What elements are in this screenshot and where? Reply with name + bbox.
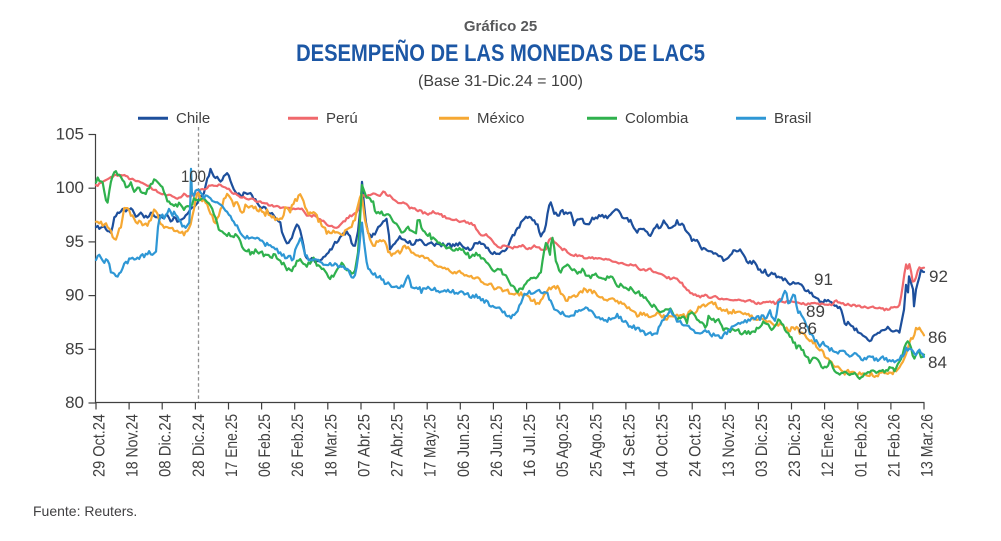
svg-text:17 Ene.25: 17 Ene.25: [222, 414, 241, 477]
svg-text:01 Feb.26: 01 Feb.26: [851, 414, 870, 477]
svg-text:27 Abr.25: 27 Abr.25: [388, 414, 407, 477]
svg-text:14 Set.25: 14 Set.25: [619, 414, 638, 477]
svg-text:04 Oct.25: 04 Oct.25: [653, 414, 672, 477]
svg-text:21 Feb.26: 21 Feb.26: [884, 414, 903, 477]
svg-text:08 Dic.24: 08 Dic.24: [156, 414, 175, 477]
svg-text:17 May.25: 17 May.25: [421, 414, 440, 477]
svg-text:16 Jul.25: 16 Jul.25: [520, 414, 539, 477]
svg-text:24 Oct.25: 24 Oct.25: [686, 414, 705, 477]
svg-text:13 Nov.25: 13 Nov.25: [719, 414, 738, 477]
svg-text:84: 84: [928, 353, 947, 372]
svg-text:89: 89: [806, 302, 825, 321]
svg-text:18 Nov.24: 18 Nov.24: [123, 414, 142, 477]
svg-text:México: México: [477, 110, 525, 127]
svg-text:95: 95: [65, 232, 84, 251]
svg-text:03 Dic.25: 03 Dic.25: [752, 414, 771, 477]
svg-text:26 Jun.25: 26 Jun.25: [487, 414, 506, 477]
svg-text:105: 105: [56, 125, 84, 144]
svg-text:07 Abr.25: 07 Abr.25: [355, 414, 374, 477]
svg-text:28 Dic.24: 28 Dic.24: [189, 414, 208, 477]
svg-text:Chile: Chile: [176, 110, 210, 127]
svg-text:Perú: Perú: [326, 110, 358, 127]
svg-text:25 Ago.25: 25 Ago.25: [586, 414, 605, 477]
svg-text:23 Dic.25: 23 Dic.25: [785, 414, 804, 477]
svg-text:85: 85: [65, 339, 84, 358]
svg-text:13 Mar.26: 13 Mar.26: [918, 414, 937, 477]
svg-text:06 Jun.25: 06 Jun.25: [454, 414, 473, 477]
svg-text:Colombia: Colombia: [625, 110, 689, 127]
svg-text:26 Feb.25: 26 Feb.25: [288, 414, 307, 477]
svg-text:86: 86: [798, 319, 817, 338]
svg-text:12 Ene.26: 12 Ene.26: [818, 414, 837, 477]
svg-text:90: 90: [65, 286, 84, 305]
svg-text:05 Ago.25: 05 Ago.25: [553, 414, 572, 477]
svg-text:91: 91: [814, 270, 833, 289]
svg-text:92: 92: [929, 267, 948, 286]
svg-text:100: 100: [56, 178, 84, 197]
svg-text:Brasil: Brasil: [774, 110, 812, 127]
svg-text:29 Oct.24: 29 Oct.24: [90, 414, 109, 477]
svg-text:06 Feb.25: 06 Feb.25: [255, 414, 274, 477]
svg-text:18 Mar.25: 18 Mar.25: [321, 414, 340, 477]
svg-text:80: 80: [65, 393, 84, 412]
svg-text:86: 86: [928, 328, 947, 347]
svg-text:100: 100: [181, 167, 206, 186]
